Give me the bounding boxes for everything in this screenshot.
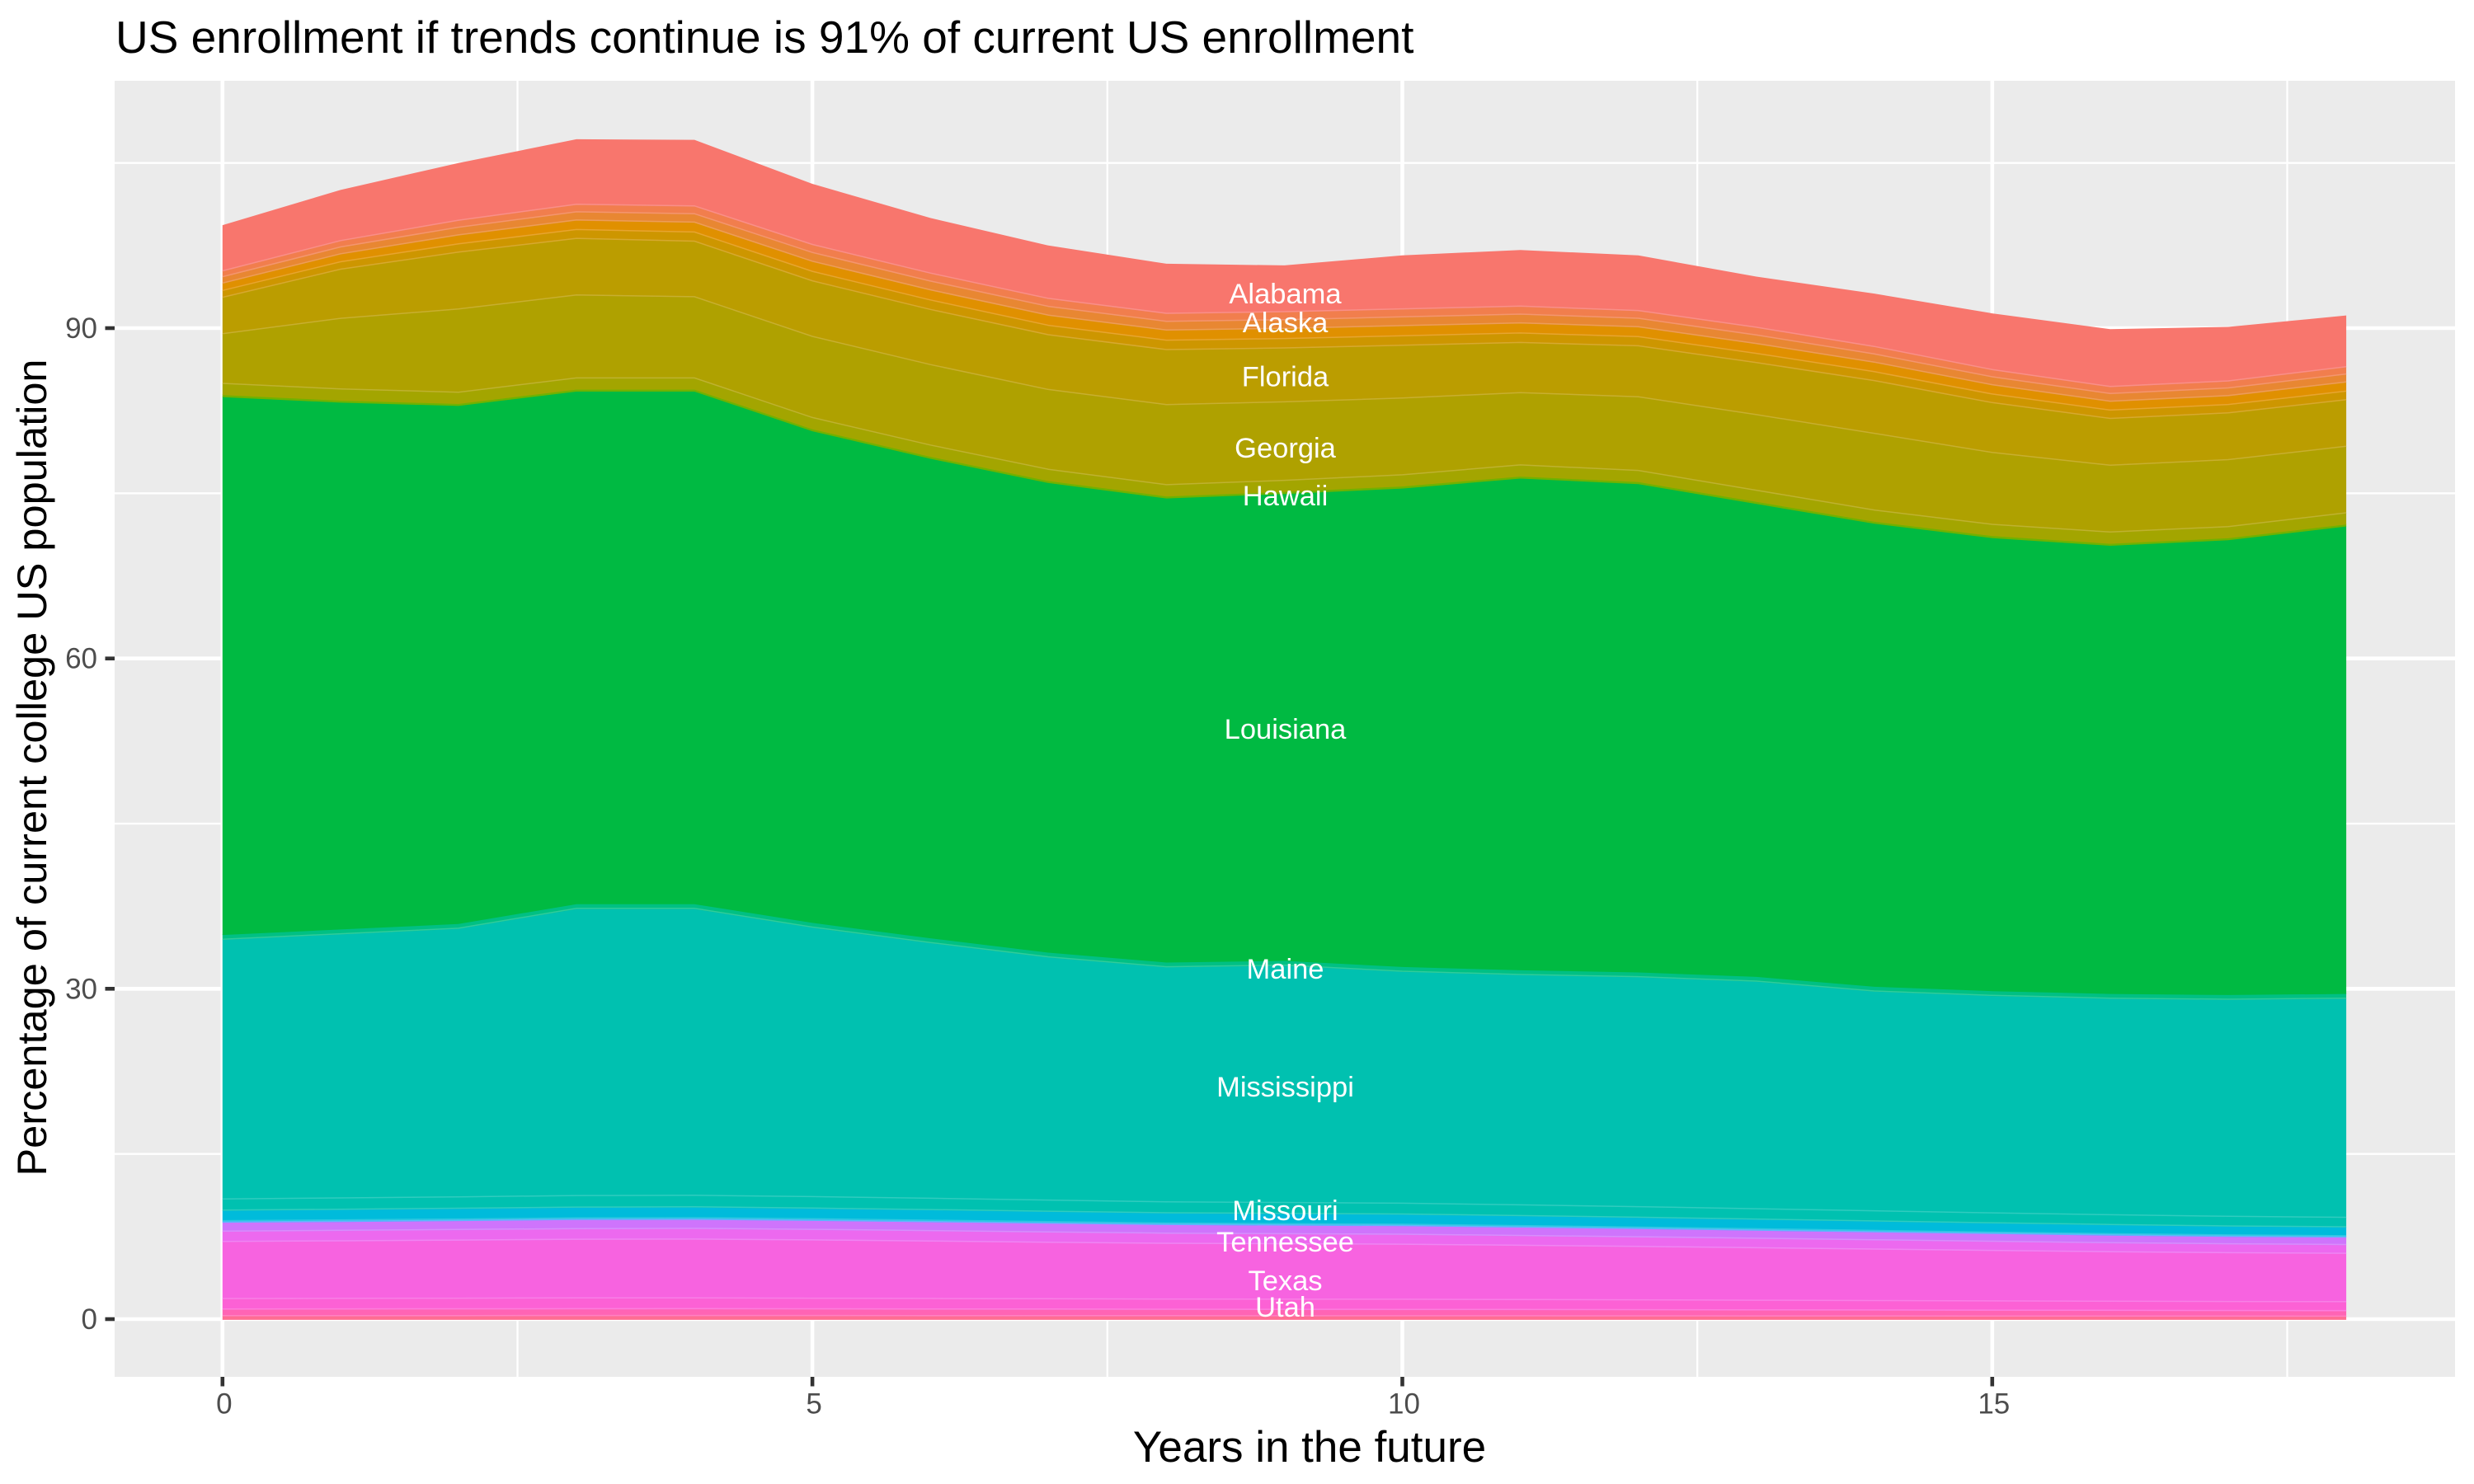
svg-text:30: 30 — [65, 973, 97, 1005]
svg-text:60: 60 — [65, 643, 97, 675]
svg-text:10: 10 — [1388, 1388, 1420, 1421]
svg-text:Florida: Florida — [1242, 361, 1329, 392]
svg-text:Mississippi: Mississippi — [1216, 1072, 1354, 1103]
svg-text:0: 0 — [216, 1388, 232, 1421]
svg-text:15: 15 — [1978, 1388, 2010, 1421]
svg-text:Years in the future: Years in the future — [1133, 1423, 1486, 1472]
svg-text:Georgia: Georgia — [1235, 433, 1337, 464]
svg-text:Alaska: Alaska — [1243, 308, 1329, 339]
svg-text:Percentage of current college: Percentage of current college US populat… — [8, 359, 55, 1176]
svg-text:5: 5 — [806, 1388, 821, 1421]
svg-text:Utah: Utah — [1255, 1292, 1315, 1323]
svg-text:Louisiana: Louisiana — [1225, 714, 1348, 745]
svg-text:Texas: Texas — [1248, 1266, 1322, 1297]
svg-text:Hawaii: Hawaii — [1243, 481, 1329, 512]
svg-text:Missouri: Missouri — [1232, 1195, 1338, 1227]
svg-text:90: 90 — [65, 312, 97, 345]
svg-text:0: 0 — [82, 1303, 97, 1336]
svg-text:Alabama: Alabama — [1229, 279, 1342, 310]
svg-text:US enrollment if trends contin: US enrollment if trends continue is 91% … — [115, 12, 1413, 63]
svg-text:Maine: Maine — [1247, 954, 1324, 985]
svg-text:Tennessee: Tennessee — [1216, 1227, 1354, 1258]
